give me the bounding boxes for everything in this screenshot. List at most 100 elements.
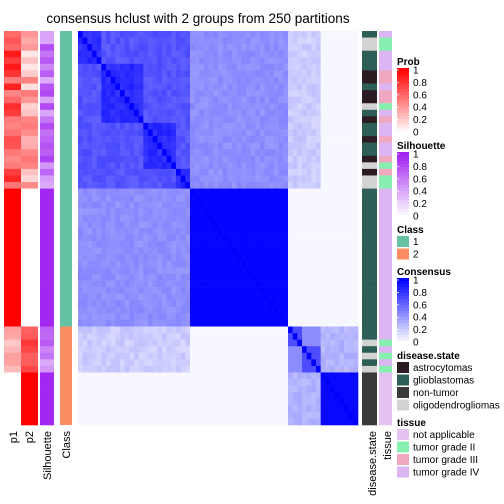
matrix-cell	[232, 392, 237, 400]
matrix-cell	[180, 346, 186, 354]
matrix-cell	[101, 293, 107, 301]
matrix-cell	[292, 280, 298, 288]
matrix-cell	[199, 37, 205, 45]
matrix-cell	[78, 300, 83, 308]
matrix-cell	[166, 44, 172, 51]
matrix-cell	[194, 319, 200, 327]
matrix-cell	[129, 273, 135, 281]
matrix-cell	[106, 122, 111, 130]
matrix-cell	[162, 208, 167, 216]
matrix-cell	[297, 214, 303, 222]
p1-cell	[4, 392, 21, 400]
matrix-cell	[264, 149, 270, 157]
matrix-cell	[260, 175, 265, 183]
legend-gradient-step	[397, 293, 409, 297]
matrix-cell	[82, 241, 88, 248]
matrix-cell	[232, 254, 237, 262]
matrix-cell	[302, 109, 307, 117]
tissue-cell	[379, 280, 392, 288]
matrix-cell	[176, 142, 181, 150]
matrix-cell	[208, 31, 214, 38]
matrix-cell	[255, 241, 261, 248]
matrix-cell	[283, 313, 289, 321]
matrix-cell	[152, 313, 158, 321]
matrix-cell	[110, 149, 116, 157]
p1-cell	[4, 96, 21, 104]
matrix-cell	[297, 319, 303, 327]
matrix-cell	[344, 372, 349, 380]
matrix-cell	[311, 96, 317, 104]
matrix-cell	[278, 57, 284, 65]
matrix-cell	[124, 70, 130, 78]
matrix-cell	[82, 300, 88, 308]
matrix-cell	[348, 175, 354, 183]
matrix-cell	[344, 76, 349, 84]
matrix-cell	[162, 103, 167, 111]
matrix-cell	[157, 116, 163, 124]
matrix-cell	[241, 175, 247, 183]
matrix-cell	[353, 201, 359, 209]
matrix-cell	[227, 155, 233, 163]
matrix-cell	[96, 70, 102, 78]
matrix-cell	[232, 76, 237, 84]
matrix-cell	[311, 398, 317, 406]
p2-cell	[21, 90, 38, 97]
matrix-cell	[269, 136, 275, 143]
tissue-cell	[379, 208, 392, 216]
matrix-cell	[241, 392, 247, 400]
matrix-cell	[129, 313, 135, 321]
matrix-cell	[348, 50, 354, 58]
silhouette-cell	[40, 313, 54, 321]
matrix-cell	[120, 411, 125, 419]
matrix-cell	[297, 175, 303, 183]
tissue-cell	[379, 90, 392, 97]
matrix-cell	[134, 201, 139, 209]
silhouette-cell	[40, 162, 54, 170]
matrix-cell	[124, 63, 130, 71]
matrix-cell	[87, 63, 93, 71]
matrix-cell	[180, 83, 186, 91]
matrix-cell	[162, 90, 167, 97]
matrix-cell	[278, 241, 284, 248]
matrix-cell	[344, 306, 349, 314]
matrix-cell	[82, 280, 88, 288]
matrix-cell	[339, 63, 345, 71]
matrix-cell	[348, 76, 354, 84]
matrix-cell	[241, 162, 247, 170]
legend-gradient-step	[397, 152, 409, 156]
matrix-cell	[274, 267, 279, 275]
matrix-cell	[232, 379, 237, 386]
matrix-cell	[232, 103, 237, 111]
matrix-cell	[124, 155, 130, 163]
matrix-cell	[213, 405, 219, 413]
matrix-cell	[227, 214, 233, 222]
matrix-cell	[194, 300, 200, 308]
p2-cell	[21, 260, 38, 268]
matrix-cell	[250, 76, 256, 84]
matrix-cell	[143, 175, 149, 183]
matrix-cell	[330, 333, 335, 340]
matrix-cell	[236, 379, 242, 386]
matrix-cell	[213, 83, 219, 91]
matrix-cell	[302, 398, 307, 406]
matrix-cell	[232, 188, 237, 196]
matrix-cell	[92, 37, 97, 45]
matrix-cell	[250, 306, 256, 314]
legend-tick-label: 0.4	[413, 313, 427, 324]
matrix-cell	[152, 221, 158, 229]
matrix-cell	[330, 405, 335, 413]
matrix-cell	[124, 214, 130, 222]
matrix-cell	[106, 313, 111, 321]
matrix-cell	[96, 76, 102, 84]
matrix-cell	[101, 162, 107, 170]
matrix-cell	[316, 201, 321, 209]
matrix-cell	[143, 339, 149, 347]
matrix-cell	[320, 37, 326, 45]
matrix-cell	[320, 201, 326, 209]
matrix-cell	[171, 319, 177, 327]
matrix-cell	[78, 90, 83, 97]
matrix-cell	[162, 142, 167, 150]
matrix-cell	[166, 372, 172, 380]
matrix-cell	[297, 411, 303, 419]
matrix-cell	[334, 142, 340, 150]
